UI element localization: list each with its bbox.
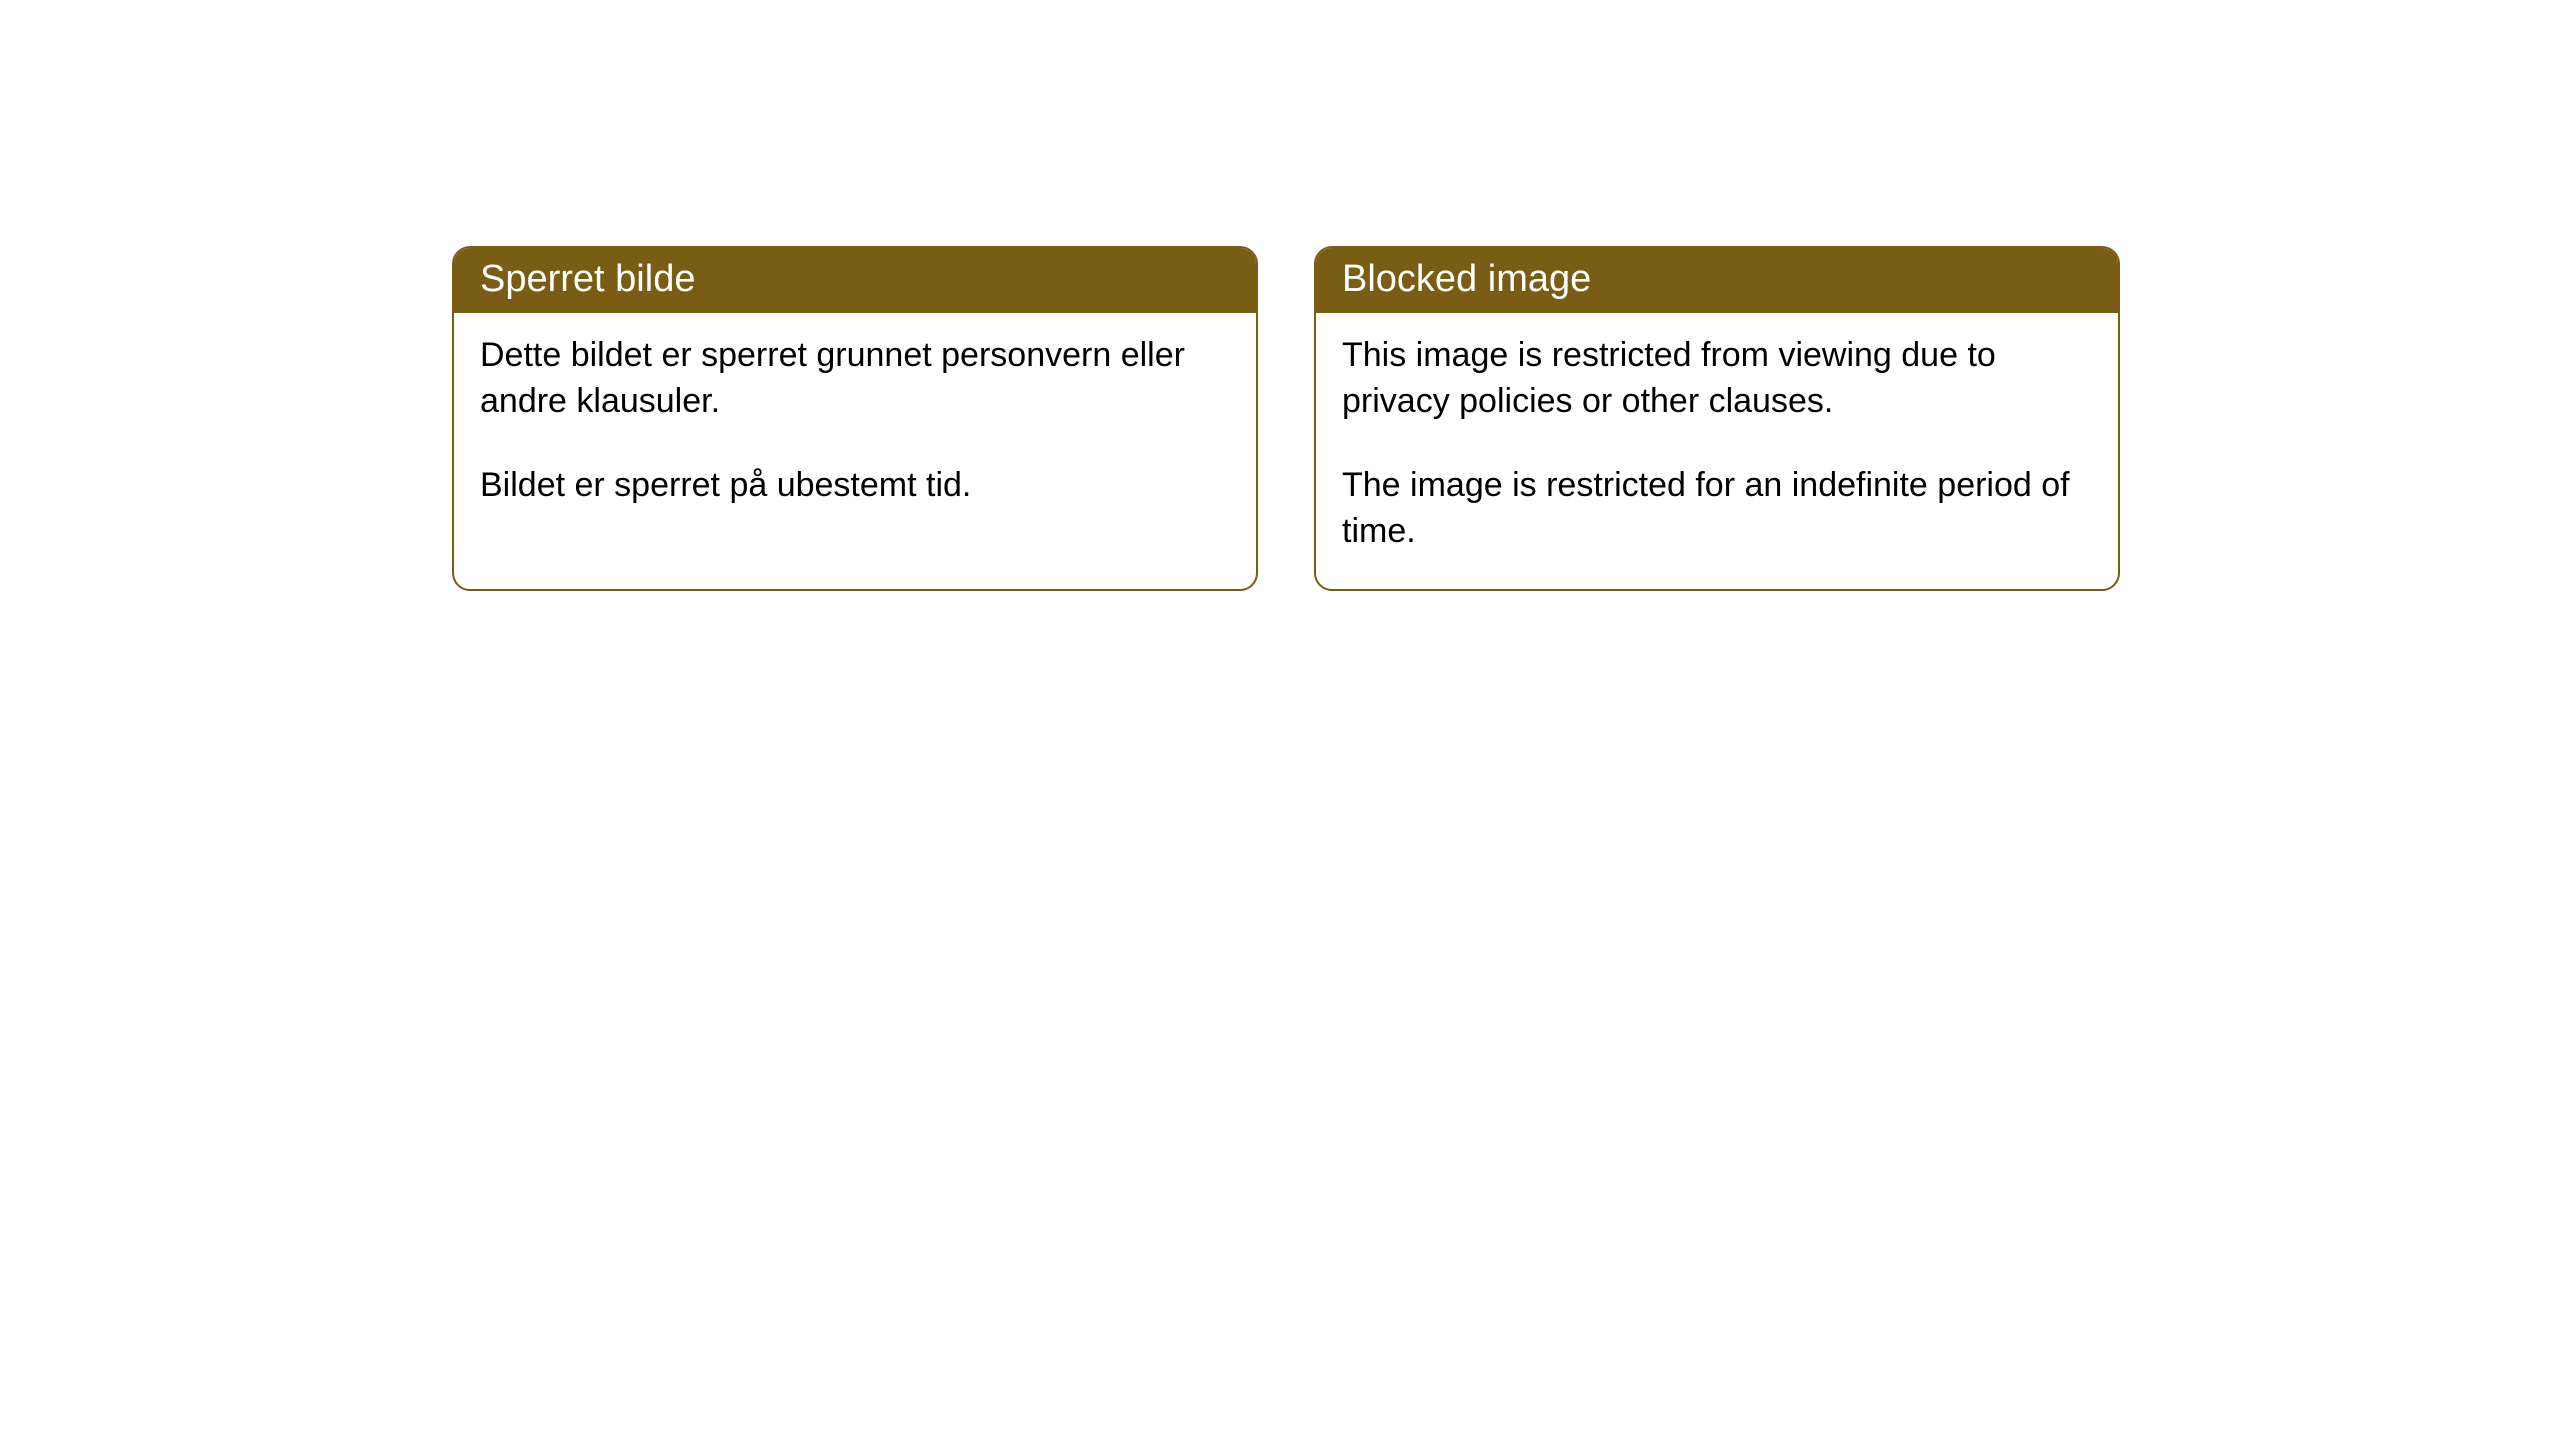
card-paragraph-1: Dette bildet er sperret grunnet personve… <box>480 333 1230 425</box>
notice-container: Sperret bilde Dette bildet er sperret gr… <box>452 246 2120 591</box>
card-paragraph-2: The image is restricted for an indefinit… <box>1342 463 2092 555</box>
card-body: Dette bildet er sperret grunnet personve… <box>454 313 1256 543</box>
card-header: Sperret bilde <box>454 248 1256 313</box>
blocked-image-card-english: Blocked image This image is restricted f… <box>1314 246 2120 591</box>
card-header: Blocked image <box>1316 248 2118 313</box>
card-paragraph-1: This image is restricted from viewing du… <box>1342 333 2092 425</box>
card-body: This image is restricted from viewing du… <box>1316 313 2118 589</box>
card-paragraph-2: Bildet er sperret på ubestemt tid. <box>480 463 1230 509</box>
blocked-image-card-norwegian: Sperret bilde Dette bildet er sperret gr… <box>452 246 1258 591</box>
